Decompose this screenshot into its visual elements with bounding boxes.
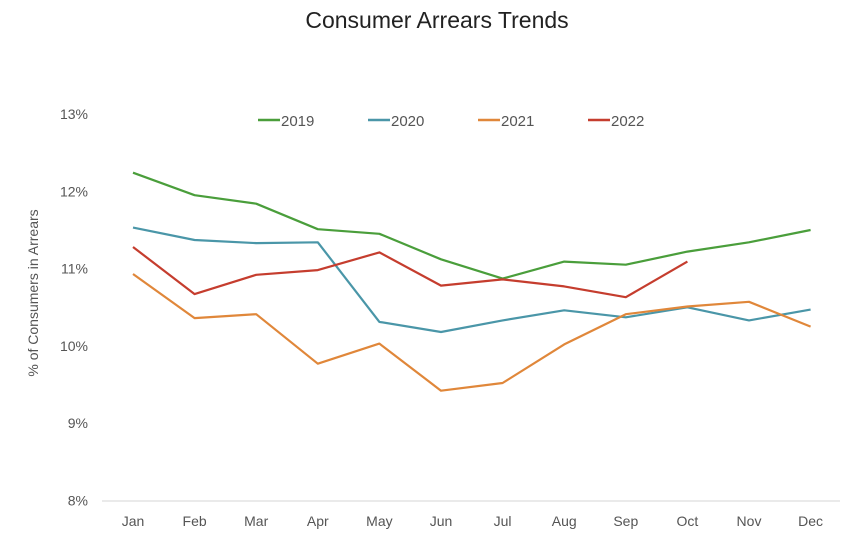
x-tick-label: Jul — [494, 513, 512, 529]
x-tick-label: May — [366, 513, 392, 529]
x-tick-label: Aug — [552, 513, 577, 529]
legend-item-2021[interactable]: 2021 — [478, 113, 534, 130]
legend-label: 2022 — [611, 113, 644, 130]
x-tick-label: Jun — [430, 513, 453, 529]
x-tick-label: Mar — [244, 513, 268, 529]
legend-label: 2021 — [501, 113, 534, 130]
y-tick-label: 11% — [61, 261, 88, 277]
x-tick-label: Sep — [613, 513, 638, 529]
x-tick-label: Oct — [677, 513, 699, 529]
y-tick-label: 13% — [60, 106, 88, 122]
series-line-2022 — [132, 246, 688, 299]
series-line-2019 — [132, 171, 811, 280]
legend: 2019 2020 2021 2022 — [258, 113, 644, 130]
y-axis: 8% 9% 10% 11% 12% 13% — [60, 106, 88, 509]
x-tick-label: Dec — [798, 513, 823, 529]
x-axis: Jan Feb Mar Apr May Jun Jul Aug Sep Oct Nov Dec — [122, 513, 823, 529]
legend-item-2020[interactable]: 2020 — [368, 113, 424, 130]
x-tick-label: Feb — [183, 513, 207, 529]
legend-item-2022[interactable]: 2022 — [588, 113, 644, 130]
y-axis-label: % of Consumers in Arrears — [25, 209, 41, 376]
y-tick-label: 9% — [68, 415, 88, 431]
chart-title: Consumer Arrears Trends — [305, 7, 568, 33]
y-tick-label: 10% — [60, 338, 88, 354]
x-tick-label: Nov — [737, 513, 762, 529]
y-tick-label: 12% — [60, 183, 88, 199]
legend-item-2019[interactable]: 2019 — [258, 113, 314, 130]
legend-label: 2019 — [281, 113, 314, 130]
series-line-2020 — [132, 226, 811, 334]
x-tick-label: Apr — [307, 513, 329, 529]
legend-label: 2020 — [391, 113, 424, 130]
x-tick-label: Jan — [122, 513, 145, 529]
y-tick-label: 8% — [68, 493, 88, 509]
plot-area — [132, 171, 812, 392]
series-line-2021 — [132, 273, 812, 392]
